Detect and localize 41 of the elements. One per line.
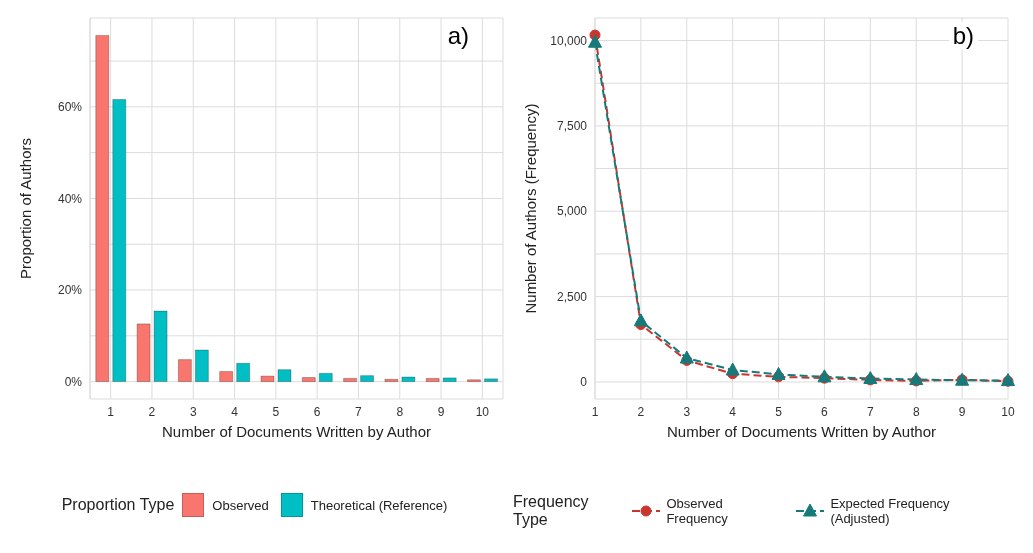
y-tick-label: 2,500 xyxy=(556,289,588,304)
y-tick-label: 0% xyxy=(64,374,83,389)
legend-label: Observed Frequency xyxy=(665,496,729,526)
y-tick-label: 60% xyxy=(57,100,83,115)
y-axis-title: Number of Authors (Frequency) xyxy=(522,103,540,314)
x-tick-label: 4 xyxy=(231,404,239,419)
x-tick-label: 1 xyxy=(591,404,599,419)
x-tick-label: 6 xyxy=(821,404,829,419)
x-tick-label: 3 xyxy=(683,404,691,419)
x-tick-label: 7 xyxy=(355,404,363,419)
x-tick-label: 1 xyxy=(107,404,115,419)
x-tick-label: 5 xyxy=(775,404,783,419)
x-tick-label: 9 xyxy=(958,404,966,419)
y-tick-label: 10,000 xyxy=(550,33,588,48)
y-tick-label: 7,500 xyxy=(556,119,588,134)
y-tick-label: 20% xyxy=(57,283,83,298)
x-tick-label: 9 xyxy=(437,404,445,419)
legend-label: Theoretical (Reference) xyxy=(309,496,448,515)
x-tick-label: 7 xyxy=(866,404,874,419)
x-tick-label: 2 xyxy=(637,404,645,419)
x-axis-title: Number of Documents Written by Author xyxy=(666,423,937,440)
y-tick-label: 40% xyxy=(57,191,83,206)
legend-label: Expected Frequency (Adjusted) xyxy=(829,496,951,526)
annotation: a) xyxy=(443,22,473,50)
x-axis-title: Number of Documents Written by Author xyxy=(161,423,432,440)
x-tick-label: 6 xyxy=(313,404,321,419)
legend-label: Observed xyxy=(211,496,269,515)
legend-title: Proportion Type xyxy=(61,496,175,514)
legend-title: Frequency Type xyxy=(513,493,590,529)
x-tick-label: 5 xyxy=(272,404,280,419)
annotation: b) xyxy=(948,22,978,50)
y-tick-label: 0 xyxy=(580,375,588,390)
x-tick-label: 3 xyxy=(189,404,197,419)
x-tick-label: 8 xyxy=(912,404,920,419)
x-tick-label: 4 xyxy=(729,404,737,419)
x-tick-label: 2 xyxy=(148,404,156,419)
y-axis-title: Proportion of Authors xyxy=(17,138,35,279)
x-tick-label: 8 xyxy=(396,404,404,419)
x-tick-label: 10 xyxy=(1001,404,1015,419)
y-tick-label: 5,000 xyxy=(556,204,588,219)
x-tick-label: 10 xyxy=(475,404,490,419)
